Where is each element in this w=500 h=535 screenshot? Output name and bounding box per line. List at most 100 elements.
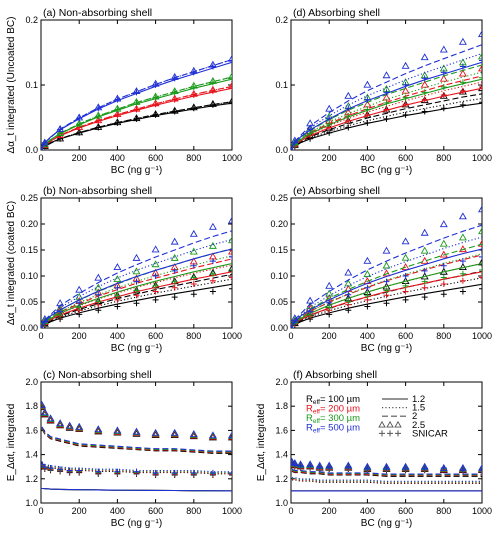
plus-marker <box>479 74 482 81</box>
triangle-marker <box>228 72 232 80</box>
triangle-marker <box>363 80 372 88</box>
triangle-marker <box>478 227 482 235</box>
plus-marker <box>209 270 216 277</box>
triangle-marker <box>228 236 232 244</box>
x-tick-label: 200 <box>72 506 87 516</box>
plus-marker <box>41 463 48 470</box>
legend-triangle-swatch <box>386 420 394 428</box>
plus-marker <box>229 57 232 64</box>
plus-marker <box>440 465 447 472</box>
x-tick-label: 0 <box>288 506 293 516</box>
plus-marker <box>421 267 428 274</box>
y-tick-label: 0.15 <box>270 245 288 255</box>
plus-marker <box>459 79 466 86</box>
series-line-dotted <box>292 478 482 484</box>
plot-frame <box>40 19 233 151</box>
plus-marker <box>190 84 197 91</box>
x-tick-label: 400 <box>110 331 125 341</box>
plus-marker <box>421 96 428 103</box>
plus-marker <box>479 466 482 473</box>
triangle-marker <box>344 91 353 99</box>
y-tick-label: 0.05 <box>270 297 288 307</box>
plus-marker <box>326 121 333 128</box>
y-tick-label: 0.1 <box>25 80 38 90</box>
plus-marker <box>171 96 178 103</box>
y-tick-label: 1.6 <box>25 425 38 435</box>
series-line-dashed <box>291 64 482 150</box>
plus-marker <box>402 296 409 303</box>
triangle-marker <box>401 237 410 245</box>
series-line-dashed <box>291 224 482 328</box>
plus-marker <box>345 298 352 305</box>
x-tick-label: 0 <box>288 153 293 163</box>
triangle-marker <box>420 53 429 61</box>
series-line-dotted <box>41 462 232 473</box>
plus-marker <box>307 308 314 315</box>
legend-plus-swatch <box>387 430 393 437</box>
y-tick-label: 1.6 <box>275 425 288 435</box>
plus-marker <box>133 115 140 122</box>
plus-marker <box>171 284 178 291</box>
plus-marker <box>459 466 466 473</box>
plus-marker <box>364 292 371 299</box>
plot-frame <box>290 197 483 329</box>
series-line-dashed <box>291 470 482 477</box>
plus-marker <box>440 84 447 91</box>
plus-marker <box>402 465 409 472</box>
plus-marker <box>291 461 298 468</box>
plus-marker <box>459 288 466 295</box>
plus-marker <box>364 465 371 472</box>
plus-marker <box>152 101 159 108</box>
plus-marker <box>171 108 178 115</box>
plus-marker <box>421 75 428 82</box>
plus-marker <box>171 294 178 301</box>
triangle-marker <box>94 273 103 281</box>
legend-triangle-swatch <box>378 420 386 428</box>
plus-marker <box>76 129 83 136</box>
plus-marker <box>345 307 352 314</box>
plus-marker <box>402 82 409 89</box>
series-line-dotted <box>41 461 232 473</box>
triangle-marker <box>478 84 482 92</box>
plus-marker <box>459 101 466 108</box>
triangle-marker <box>41 408 49 416</box>
triangle-marker <box>228 431 232 439</box>
plus-marker <box>345 105 352 112</box>
triangle-marker <box>458 233 467 241</box>
x-tick-label: 600 <box>398 153 413 163</box>
triangle-marker <box>170 253 179 261</box>
triangle-marker <box>41 401 46 408</box>
legend-reff-entry: Reff= 300 µm <box>306 413 360 425</box>
triangle-marker <box>189 229 198 237</box>
legend-style-label: SNICAR <box>412 428 448 439</box>
plus-marker <box>114 292 121 299</box>
x-tick-label: 1000 <box>472 153 492 163</box>
y-tick-label: 1.4 <box>25 450 38 460</box>
plus-marker <box>229 471 232 478</box>
y-tick-label: 0.1 <box>275 80 288 90</box>
plus-marker <box>114 119 121 126</box>
triangle-marker <box>56 419 65 427</box>
x-tick-label: 0 <box>38 506 43 516</box>
plus-marker <box>440 69 447 76</box>
triangle-marker <box>113 263 122 271</box>
plus-marker <box>421 89 428 96</box>
y-tick-label: 0.10 <box>20 271 38 281</box>
plus-marker <box>383 106 390 113</box>
plus-marker <box>133 468 140 475</box>
triangle-marker <box>382 71 391 79</box>
plus-marker <box>114 303 121 310</box>
x-tick-label: 1000 <box>222 506 242 516</box>
plus-marker <box>209 277 216 284</box>
x-tick-label: 800 <box>436 331 451 341</box>
triangle-marker <box>306 296 315 304</box>
triangle-marker <box>132 253 141 261</box>
plus-marker <box>41 139 48 146</box>
triangle-marker <box>151 245 160 253</box>
y-tick-label: 0.20 <box>20 219 38 229</box>
x-tick-label: 200 <box>322 153 337 163</box>
triangle-marker <box>132 427 141 435</box>
plus-marker <box>95 124 102 131</box>
series-line-dashed <box>41 428 232 454</box>
series-line-dashed <box>291 254 482 328</box>
